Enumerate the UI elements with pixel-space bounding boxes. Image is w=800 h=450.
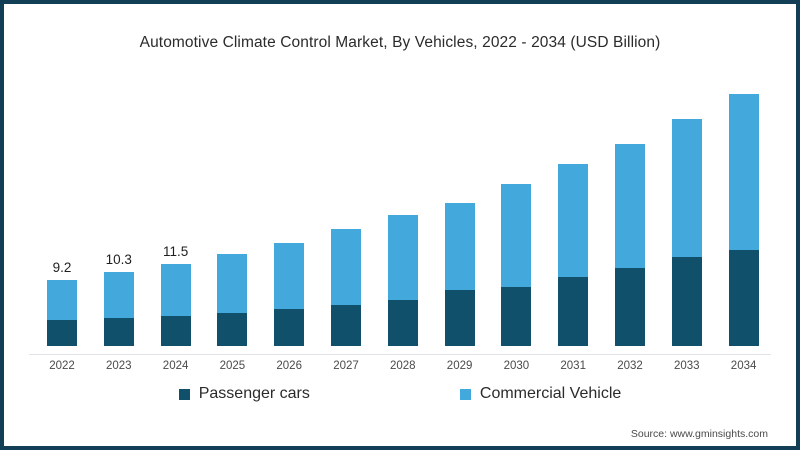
x-tick-2023: 2023: [106, 360, 132, 372]
x-tick-2033: 2033: [674, 360, 700, 372]
legend-label: Commercial Vehicle: [479, 385, 622, 402]
bar-2031[interactable]: [558, 163, 589, 346]
bar-segment-commercial-2026[interactable]: [274, 242, 305, 309]
legend-label: Passenger cars: [198, 385, 310, 402]
bar-value-label-2022: 9.2: [52, 260, 72, 275]
bar-segment-passenger-2033[interactable]: [671, 257, 702, 346]
bar-segment-passenger-2023[interactable]: [103, 318, 134, 346]
x-tick-2027: 2027: [333, 360, 359, 372]
bar-value-label-2023: 10.3: [105, 252, 132, 268]
x-tick-2032: 2032: [617, 360, 643, 372]
legend-swatch-icon: [178, 388, 190, 400]
bar-segment-commercial-2022[interactable]: [47, 280, 77, 321]
bar-segment-commercial-2030[interactable]: [501, 183, 532, 288]
bar-2033[interactable]: [671, 119, 702, 346]
bar-2024[interactable]: 11.5: [160, 244, 191, 346]
bar-segment-passenger-2030[interactable]: [501, 287, 532, 346]
bar-segment-passenger-2022[interactable]: [47, 320, 77, 346]
bar-segment-commercial-2027[interactable]: [331, 229, 361, 306]
bar-segment-commercial-2031[interactable]: [558, 163, 589, 278]
bar-2027[interactable]: [331, 229, 361, 346]
bar-segment-passenger-2025[interactable]: [217, 313, 248, 346]
bar-segment-passenger-2029[interactable]: [444, 290, 475, 346]
x-tick-2034: 2034: [730, 360, 757, 372]
x-axis-line: [29, 354, 771, 355]
bar-segment-passenger-2026[interactable]: [274, 308, 305, 346]
bar-2028[interactable]: [387, 215, 418, 346]
source-attribution: Source: www.gminsights.com: [630, 428, 768, 440]
bar-2032[interactable]: [615, 144, 645, 346]
legend-item-commercial-vehicle[interactable]: Commercial Vehicle: [459, 385, 622, 403]
bar-segment-commercial-2025[interactable]: [217, 254, 248, 313]
x-tick-2026: 2026: [276, 360, 302, 372]
bar-2026[interactable]: [274, 242, 305, 346]
bar-segment-passenger-2027[interactable]: [331, 305, 361, 346]
legend-item-passenger-cars[interactable]: Passenger cars: [178, 385, 310, 403]
bar-segment-commercial-2023[interactable]: [103, 272, 134, 319]
bar-2025[interactable]: [217, 254, 248, 346]
chart-legend: Passenger cars Commercial Vehicle: [4, 385, 796, 403]
bar-segment-passenger-2034[interactable]: [728, 249, 759, 346]
bar-2030[interactable]: [501, 183, 532, 346]
bar-2029[interactable]: [444, 202, 475, 346]
bar-segment-passenger-2031[interactable]: [558, 277, 589, 346]
chart-title: Automotive Climate Control Market, By Ve…: [139, 34, 661, 51]
bar-2023[interactable]: 10.3: [103, 252, 134, 346]
bar-segment-passenger-2032[interactable]: [615, 267, 645, 346]
x-tick-2022: 2022: [49, 360, 75, 372]
x-tick-2029: 2029: [446, 360, 473, 372]
x-tick-2031: 2031: [560, 360, 586, 372]
x-tick-2028: 2028: [390, 360, 416, 372]
bar-segment-commercial-2024[interactable]: [160, 263, 191, 316]
bar-segment-passenger-2024[interactable]: [160, 315, 191, 346]
x-tick-2030: 2030: [503, 360, 530, 372]
bar-segment-commercial-2034[interactable]: [728, 94, 759, 250]
x-tick-2024: 2024: [162, 360, 189, 372]
bar-value-label-2024: 11.5: [162, 243, 189, 259]
legend-swatch-icon: [459, 388, 471, 400]
x-tick-2025: 2025: [219, 360, 246, 372]
bar-segment-commercial-2033[interactable]: [671, 119, 702, 258]
bar-segment-commercial-2029[interactable]: [444, 202, 475, 291]
bar-2022[interactable]: 9.2: [47, 260, 77, 346]
bar-2034[interactable]: [728, 94, 759, 346]
bar-segment-commercial-2032[interactable]: [615, 144, 645, 268]
bar-segment-commercial-2028[interactable]: [387, 215, 418, 301]
bar-segment-passenger-2028[interactable]: [387, 300, 418, 346]
